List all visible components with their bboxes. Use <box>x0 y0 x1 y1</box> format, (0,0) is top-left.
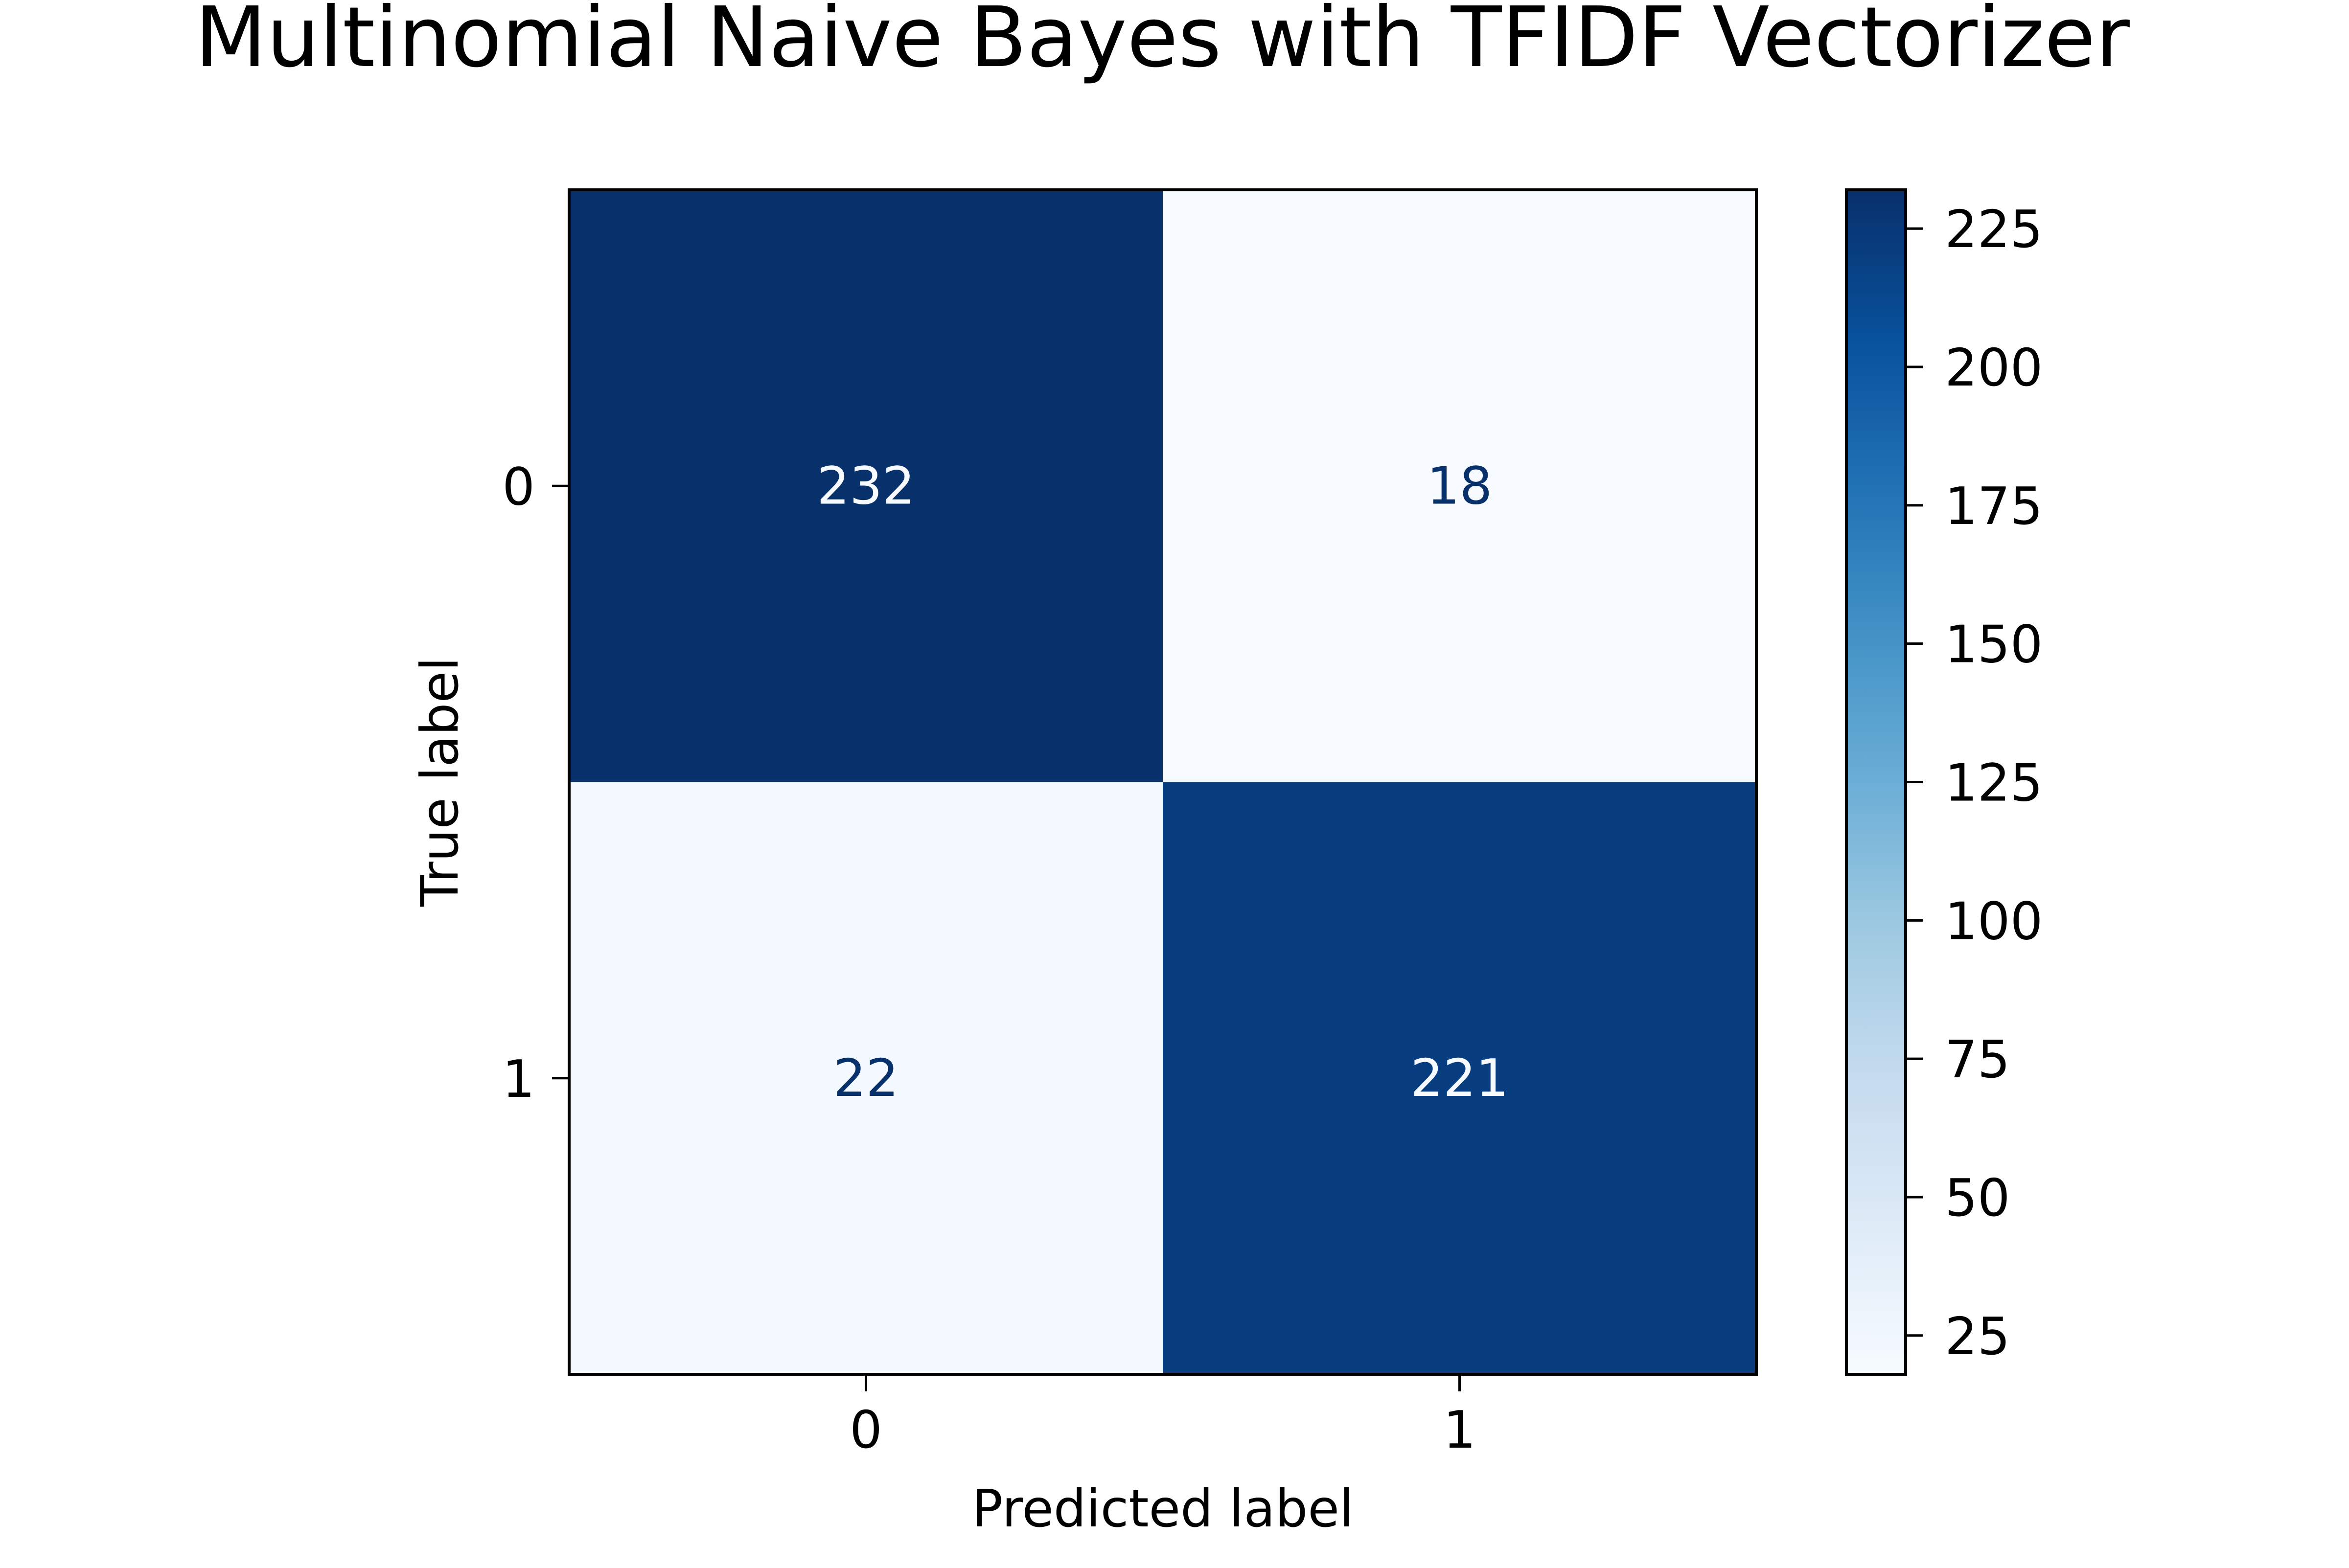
heatmap-cell <box>569 190 1163 782</box>
colorbar-tick-label: 200 <box>1945 338 2043 398</box>
x-tick-label: 1 <box>1443 1400 1476 1460</box>
colorbar-tick-label: 150 <box>1945 615 2043 675</box>
heatmap-cells <box>569 190 1756 1374</box>
chart-title: Multinomial Naive Bayes with TFIDF Vecto… <box>195 0 2130 86</box>
colorbar-tick-label: 225 <box>1945 200 2043 259</box>
colorbar-ticks: 25 50 75 100 125 150 175 200 225 <box>1906 200 2043 1366</box>
colorbar-tick-label: 75 <box>1945 1030 2010 1090</box>
colorbar-gradient <box>1846 190 1906 1374</box>
colorbar-tick-label: 100 <box>1945 891 2043 951</box>
y-axis-label: True label <box>410 657 470 907</box>
x-tick-label: 0 <box>850 1400 882 1460</box>
colorbar-tick-label: 125 <box>1945 753 2043 813</box>
y-tick-label: 1 <box>502 1049 535 1109</box>
cell-value-label: 22 <box>833 1048 899 1108</box>
plot-frame <box>568 188 1758 1376</box>
cell-value-label: 221 <box>1410 1048 1508 1108</box>
y-tick-label: 0 <box>502 457 535 517</box>
colorbar-tick-label: 50 <box>1945 1168 2010 1228</box>
cell-value-labels: 232 18 22 221 <box>817 456 1508 1108</box>
cell-value-label: 18 <box>1427 456 1493 516</box>
cell-value-label: 232 <box>817 456 915 516</box>
colorbar-tick-label: 25 <box>1945 1307 2010 1366</box>
y-axis-ticks: 01 <box>502 457 569 1109</box>
x-axis-label: Predicted label <box>972 1479 1354 1539</box>
colorbar-tick-label: 175 <box>1945 477 2043 536</box>
heatmap-cell <box>569 782 1163 1374</box>
heatmap-cell <box>1163 190 1756 782</box>
heatmap-cell <box>1163 782 1756 1374</box>
